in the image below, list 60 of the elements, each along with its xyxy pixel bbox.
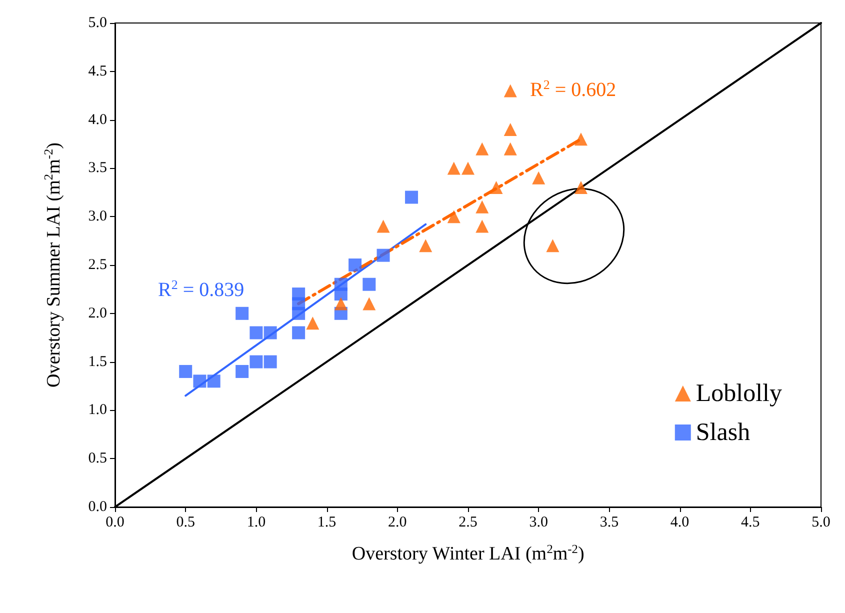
- point: [504, 84, 517, 98]
- y-tick-label: 4.5: [88, 63, 107, 80]
- point: [236, 306, 249, 320]
- y-tick-label: 2.0: [88, 305, 107, 322]
- y-tick-label: 3.5: [88, 160, 107, 176]
- point: [334, 297, 348, 310]
- point: [376, 220, 390, 233]
- point: [250, 326, 263, 340]
- point: [264, 326, 277, 340]
- x-tick-label: 1.5: [317, 514, 336, 530]
- point: [574, 132, 588, 146]
- point: [546, 239, 560, 252]
- x-tick-label: 1.0: [246, 514, 266, 530]
- x-tick-label: 0.5: [176, 514, 195, 530]
- point: [532, 171, 546, 184]
- y-axis-title: Overstory Summer LAI (m2m-2): [42, 142, 64, 388]
- x-tick-label: 4.5: [741, 514, 760, 530]
- point: [504, 122, 517, 136]
- y-tick-label: 0.5: [88, 450, 107, 467]
- x-tick-label: 3.0: [529, 514, 548, 530]
- point: [447, 162, 460, 175]
- point: [193, 374, 206, 388]
- point: [574, 181, 588, 194]
- point: [362, 278, 376, 291]
- point: [264, 355, 277, 368]
- point: [207, 374, 220, 388]
- y-tick-label: 4.0: [88, 112, 107, 128]
- point: [462, 162, 474, 175]
- y-tick-label: 5.0: [88, 15, 107, 31]
- point: [504, 142, 517, 156]
- point: [405, 190, 418, 204]
- point: [250, 355, 263, 368]
- point: [476, 142, 489, 156]
- y-tick-label: 1.5: [88, 354, 107, 370]
- point: [334, 288, 348, 301]
- point: [490, 181, 503, 194]
- legend-label: Slash: [696, 419, 751, 446]
- point: [306, 316, 320, 330]
- x-tick-label: 2.0: [388, 514, 407, 530]
- point: [292, 326, 306, 340]
- legend-label: Loblolly: [696, 380, 782, 407]
- x-tick-label: 5.0: [812, 514, 830, 530]
- point: [236, 364, 249, 378]
- point: [476, 200, 489, 214]
- y-tick-label: 3.0: [88, 208, 107, 225]
- point: [348, 258, 362, 272]
- x-tick-label: 2.5: [458, 514, 478, 530]
- point: [179, 364, 192, 378]
- point: [419, 239, 432, 252]
- x-tick-label: 0.0: [106, 514, 124, 530]
- point: [476, 220, 489, 233]
- y-tick-label: 1.0: [88, 402, 107, 418]
- x-tick-label: 3.5: [600, 514, 619, 530]
- point: [362, 297, 376, 310]
- y-tick-label: 0.0: [88, 499, 107, 515]
- point: [292, 306, 306, 320]
- x-tick-label: 4.0: [670, 514, 690, 530]
- point: [447, 210, 460, 224]
- y-tick-label: 2.5: [88, 257, 107, 273]
- point: [376, 248, 390, 262]
